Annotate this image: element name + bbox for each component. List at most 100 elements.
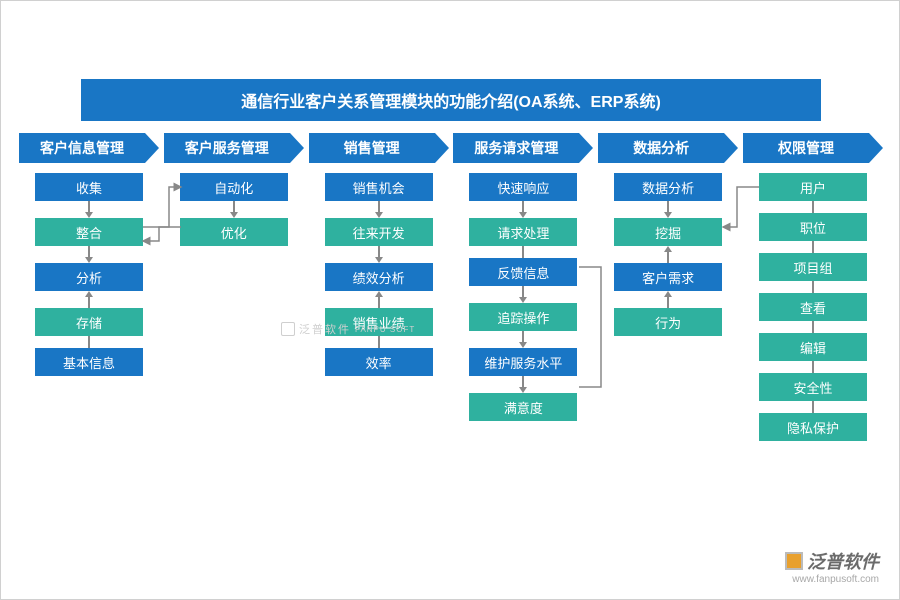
footer-brand: 泛普软件 — [807, 552, 879, 572]
item-wrap: 绩效分析 — [325, 263, 433, 308]
item-box: 反馈信息 — [469, 258, 577, 286]
column-4: 数据分析数据分析挖掘客户需求行为 — [598, 133, 738, 441]
footer-url: www.fanpusoft.com — [785, 574, 879, 585]
item-box: 整合 — [35, 218, 143, 246]
item-box: 数据分析 — [614, 173, 722, 201]
item-wrap: 追踪操作 — [469, 303, 577, 348]
item-wrap: 满意度 — [469, 393, 577, 421]
item-wrap: 快速响应 — [469, 173, 577, 218]
item-box: 请求处理 — [469, 218, 577, 246]
connector — [812, 201, 814, 213]
item-wrap: 基本信息 — [35, 348, 143, 376]
connector — [812, 321, 814, 333]
column-header-label: 客户服务管理 — [164, 133, 290, 163]
connector — [378, 296, 380, 308]
item-box: 往来开发 — [325, 218, 433, 246]
connector — [378, 336, 380, 348]
column-5: 权限管理用户职位项目组查看编辑安全性隐私保护 — [743, 133, 883, 441]
column-header-label: 服务请求管理 — [453, 133, 579, 163]
item-wrap: 客户需求 — [614, 263, 722, 308]
item-wrap: 销售机会 — [325, 173, 433, 218]
connector — [812, 281, 814, 293]
item-box: 隐私保护 — [759, 413, 867, 441]
item-wrap: 收集 — [35, 173, 143, 218]
item-wrap: 整合 — [35, 218, 143, 263]
connector — [522, 246, 524, 258]
column-header: 客户信息管理 — [19, 133, 159, 163]
item-wrap: 职位 — [759, 213, 867, 253]
item-wrap: 优化 — [180, 218, 288, 246]
column-3: 服务请求管理快速响应请求处理反馈信息追踪操作维护服务水平满意度 — [453, 133, 593, 441]
column-header-label: 客户信息管理 — [19, 133, 145, 163]
chevron-icon — [145, 133, 159, 163]
item-box: 满意度 — [469, 393, 577, 421]
item-wrap: 自动化 — [180, 173, 288, 218]
column-header: 服务请求管理 — [453, 133, 593, 163]
item-box: 效率 — [325, 348, 433, 376]
item-box: 维护服务水平 — [469, 348, 577, 376]
footer-logo-icon — [785, 552, 803, 570]
chevron-icon — [579, 133, 593, 163]
item-wrap: 请求处理 — [469, 218, 577, 258]
column-2: 销售管理销售机会往来开发绩效分析销售业绩效率 — [309, 133, 449, 441]
item-wrap: 查看 — [759, 293, 867, 333]
connector — [667, 251, 669, 263]
column-header: 数据分析 — [598, 133, 738, 163]
item-wrap: 编辑 — [759, 333, 867, 373]
item-box: 销售机会 — [325, 173, 433, 201]
column-header-label: 权限管理 — [743, 133, 869, 163]
item-wrap: 挖掘 — [614, 218, 722, 263]
watermark-logo-icon — [281, 322, 295, 336]
connector — [812, 241, 814, 253]
item-box: 用户 — [759, 173, 867, 201]
watermark-text: 泛普软件 — [299, 321, 351, 337]
item-wrap: 隐私保护 — [759, 413, 867, 441]
item-box: 收集 — [35, 173, 143, 201]
column-header: 权限管理 — [743, 133, 883, 163]
column-header-label: 销售管理 — [309, 133, 435, 163]
item-wrap: 维护服务水平 — [469, 348, 577, 393]
item-wrap: 往来开发 — [325, 218, 433, 263]
item-wrap: 存储 — [35, 308, 143, 348]
item-box: 客户需求 — [614, 263, 722, 291]
connector — [812, 361, 814, 373]
columns-container: 客户信息管理收集整合分析存储基本信息客户服务管理自动化优化销售管理销售机会往来开… — [19, 133, 883, 441]
chevron-icon — [290, 133, 304, 163]
chevron-icon — [869, 133, 883, 163]
item-box: 编辑 — [759, 333, 867, 361]
item-box: 追踪操作 — [469, 303, 577, 331]
item-wrap: 效率 — [325, 348, 433, 376]
item-box: 查看 — [759, 293, 867, 321]
item-box: 行为 — [614, 308, 722, 336]
item-box: 绩效分析 — [325, 263, 433, 291]
watermark-center: 泛普软件 FANPU SOFT — [281, 321, 415, 337]
item-box: 职位 — [759, 213, 867, 241]
chevron-icon — [435, 133, 449, 163]
item-wrap: 项目组 — [759, 253, 867, 293]
connector — [667, 296, 669, 308]
item-wrap: 用户 — [759, 173, 867, 213]
column-header: 客户服务管理 — [164, 133, 304, 163]
item-wrap: 分析 — [35, 263, 143, 308]
footer-logo: 泛普软件 www.fanpusoft.com — [785, 548, 879, 585]
item-box: 自动化 — [180, 173, 288, 201]
item-box: 分析 — [35, 263, 143, 291]
connector — [812, 401, 814, 413]
item-box: 快速响应 — [469, 173, 577, 201]
item-box: 项目组 — [759, 253, 867, 281]
item-box: 优化 — [180, 218, 288, 246]
column-0: 客户信息管理收集整合分析存储基本信息 — [19, 133, 159, 441]
column-header-label: 数据分析 — [598, 133, 724, 163]
diagram-title: 通信行业客户关系管理模块的功能介绍(OA系统、ERP系统) — [81, 79, 821, 121]
item-wrap: 行为 — [614, 308, 722, 336]
item-box: 存储 — [35, 308, 143, 336]
connector — [88, 296, 90, 308]
column-1: 客户服务管理自动化优化 — [164, 133, 304, 441]
chevron-icon — [724, 133, 738, 163]
item-wrap: 数据分析 — [614, 173, 722, 218]
item-wrap: 反馈信息 — [469, 258, 577, 303]
item-box: 挖掘 — [614, 218, 722, 246]
item-wrap: 安全性 — [759, 373, 867, 413]
item-box: 安全性 — [759, 373, 867, 401]
connector — [88, 336, 90, 348]
